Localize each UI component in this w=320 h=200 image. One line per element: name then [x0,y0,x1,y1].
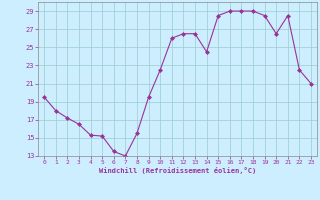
X-axis label: Windchill (Refroidissement éolien,°C): Windchill (Refroidissement éolien,°C) [99,167,256,174]
